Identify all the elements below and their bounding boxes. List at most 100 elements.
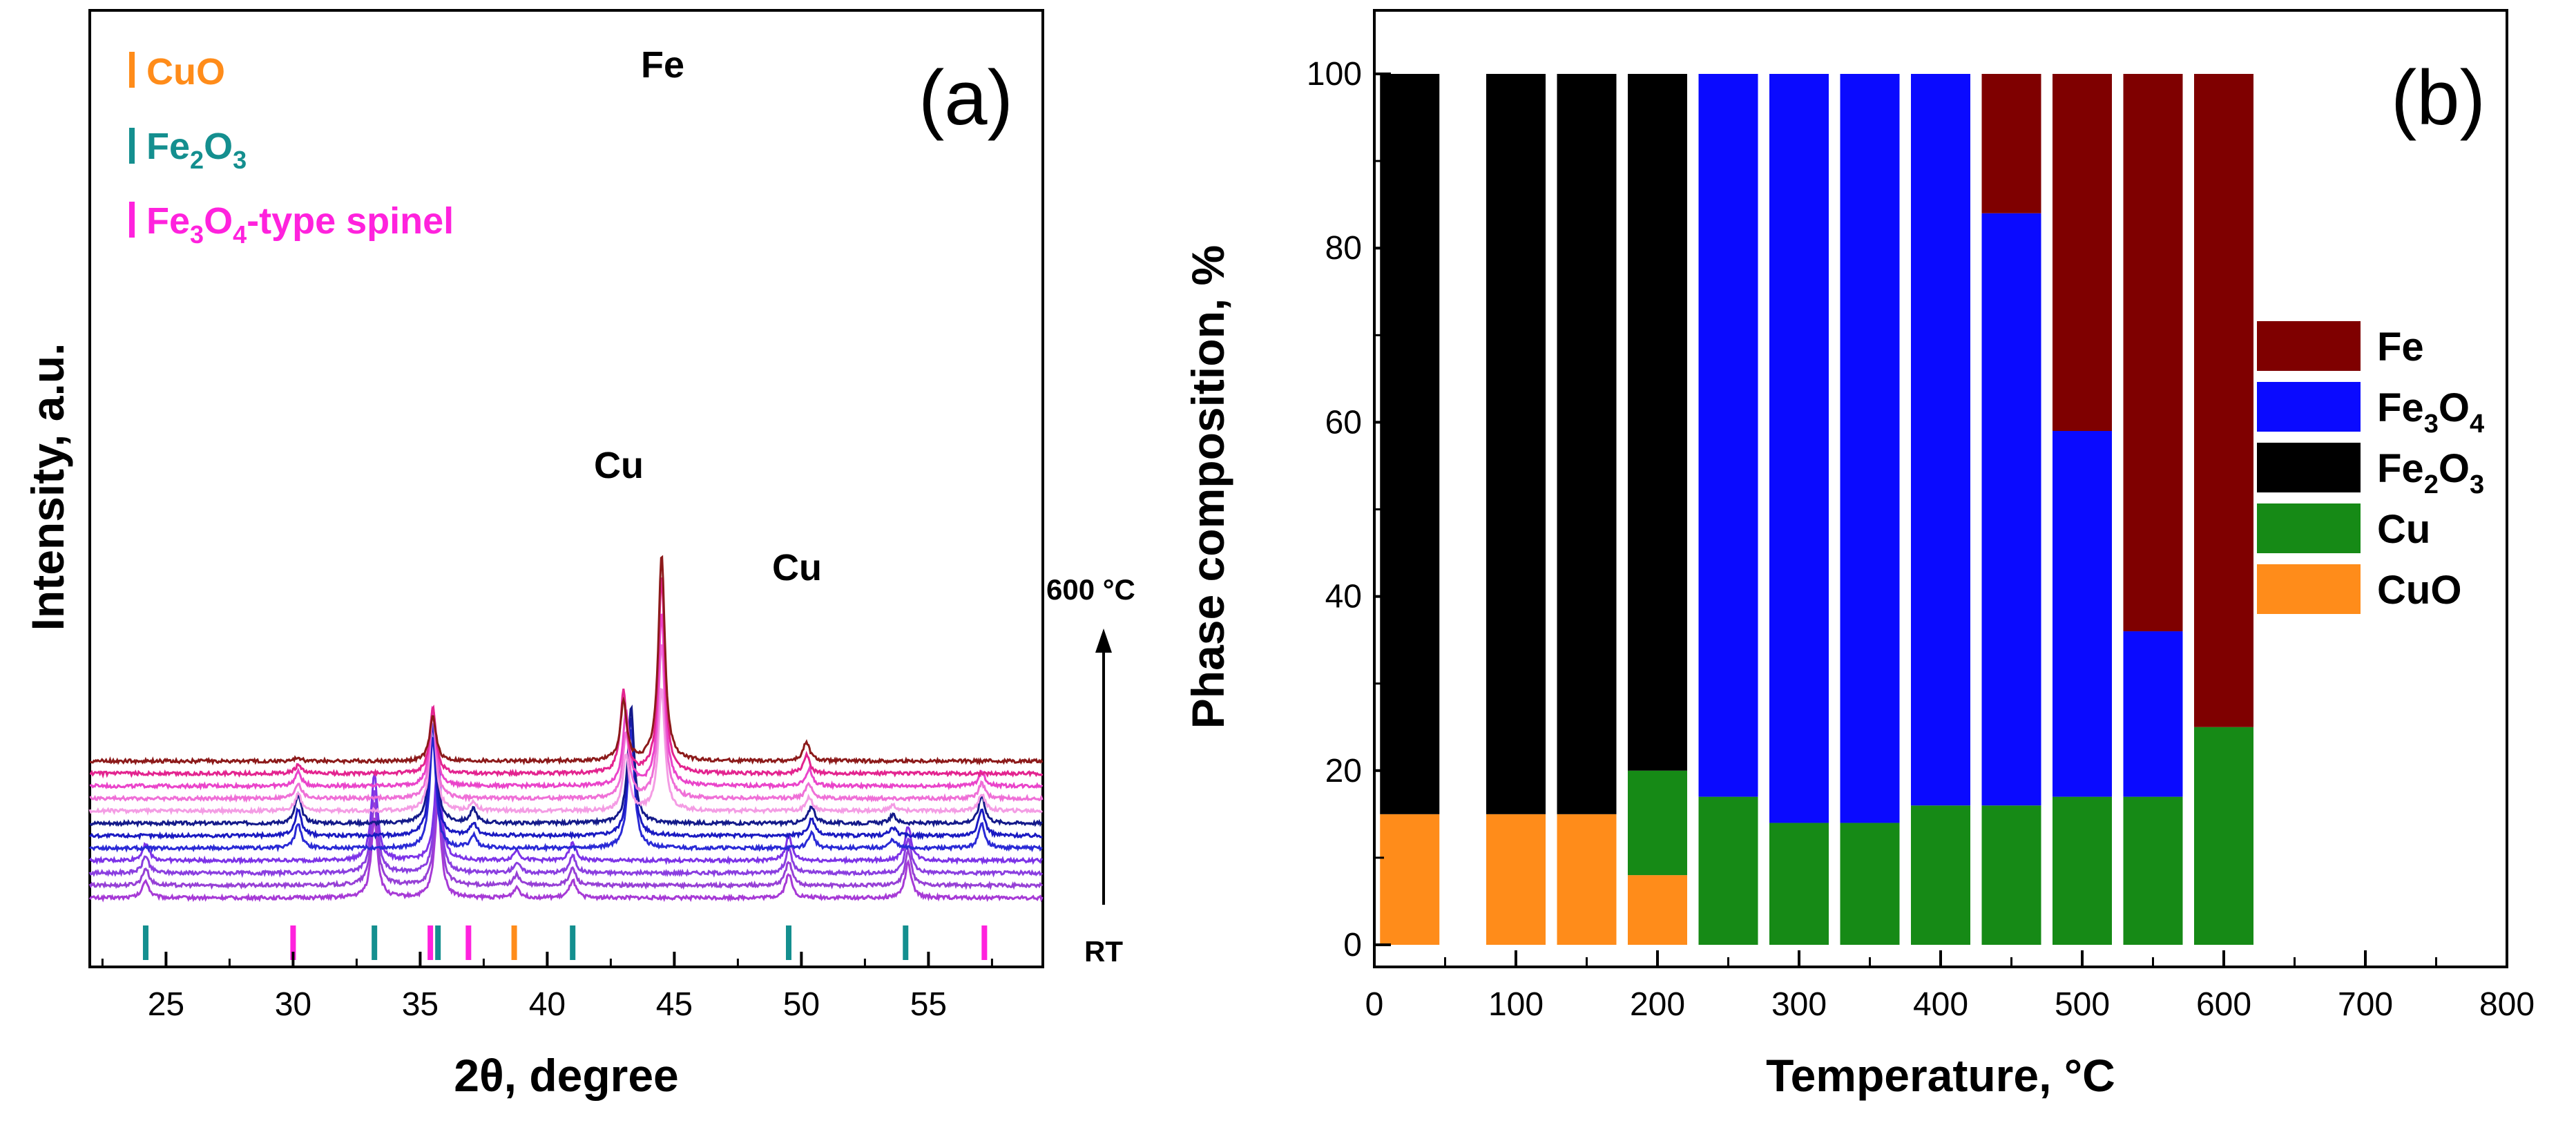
legend-label-fe2o3-bar: Fe2O3 [2377,446,2484,499]
legend-swatch-cuo-bar [2257,564,2361,614]
ref-line-fe2o3-24-2 [142,925,148,960]
bar-fe3o4-550 [2123,631,2183,797]
ref-line-fe2o3-35-7 [435,925,441,960]
x-tick-label-400: 400 [1913,986,1968,1023]
stacked-bars [1380,74,2253,945]
pattern-9 [89,644,1044,803]
x-tick-label-55: 55 [910,986,947,1023]
pattern-2 [88,783,1044,891]
legend-label-cu: Cu [2377,507,2430,552]
x-tick-label-600: 600 [2196,986,2251,1023]
annotation-cu-50: Cu [772,547,822,588]
y-tick-label-20: 20 [1325,753,1362,789]
ref-line-cuo-38-7 [511,925,517,960]
bar-cuo-200 [1628,875,1687,945]
pattern-6 [89,717,1043,841]
bar-cu-550 [2123,796,2183,945]
bar-fe-500 [2053,74,2112,432]
x-tick-label-50: 50 [783,986,820,1023]
ref-line-fe2o3-54-1 [903,925,909,960]
legend-swatch-fe2o3-bar [2257,443,2361,492]
bar-cu-200 [1628,770,1687,876]
bar-fe3o4-350 [1840,74,1900,823]
pattern-4 [88,756,1043,865]
bar-fe3o4-500 [2053,431,2112,797]
bar-fe-550 [2123,74,2183,632]
panel-a-frame [88,9,1044,968]
bar-fe3o4-300 [1769,74,1829,823]
y-tick-label-40: 40 [1325,579,1362,615]
ref-line-fe3o4-30 [290,925,296,960]
temperature-label-600: 600 °C [1046,573,1135,606]
panel-b-x-axis-label: Temperature, °C [1766,1050,2115,1101]
bar-cu-450 [1981,805,2041,945]
ref-line-fe2o3-41 [570,925,576,960]
pattern-5 [88,728,1043,853]
y-tick-label-80: 80 [1325,230,1362,267]
ref-line-fe3o4-57-2 [981,925,988,960]
bar-cu-250 [1698,796,1758,945]
x-tick-label-100: 100 [1488,986,1544,1023]
legend-swatch-fe [2257,321,2361,371]
bar-fe3o4-450 [1981,213,2041,806]
legend-label-fe3o4: Fe3O4-type spinel [146,200,454,249]
legend-swatch-cuo [129,52,135,88]
legend-label-fe: Fe [2377,325,2424,369]
legend-label-cuo: CuO [146,51,225,93]
bar-fe-600 [2194,74,2253,727]
x-tick-label-40: 40 [529,986,566,1023]
ref-line-fe2o3-49-5 [786,925,791,960]
bar-fe2o3-200 [1628,74,1687,771]
legend-label-cuo-bar: CuO [2377,568,2461,613]
pattern-3 [88,768,1044,879]
legend-swatch-cu [2257,503,2361,553]
panel-a-x-ticks: 25 30 35 40 45 50 55 [101,952,993,1023]
panel-b-y-axis-label: Phase composition, % [1182,245,1233,729]
x-tick-label-0: 0 [1365,986,1384,1023]
pattern-10 [89,613,1044,791]
bar-fe-450 [1981,74,2041,213]
bar-cuo-150 [1557,814,1617,945]
temperature-label-rt: RT [1084,935,1123,968]
bar-cuo-25 [1380,814,1440,945]
panel-label-b: (b) [2391,55,2486,141]
bar-fe3o4-400 [1911,74,1970,806]
bar-cu-400 [1911,805,1970,945]
ref-line-fe2o3-33-2 [372,925,378,960]
x-tick-label-800: 800 [2479,986,2535,1023]
panel-label-a: (a) [919,55,1013,141]
bar-cu-500 [2053,796,2112,945]
legend-swatch-fe2o3 [129,128,135,164]
bar-cu-350 [1840,823,1900,945]
y-tick-label-60: 60 [1325,404,1362,441]
xrd-pattern-series [88,555,1044,903]
bar-fe3o4-250 [1698,74,1758,797]
x-tick-label-300: 300 [1771,986,1827,1023]
bar-cuo-100 [1486,814,1546,945]
pattern-1 [88,798,1044,903]
bar-cu-600 [2194,727,2253,945]
panel-a-y-axis-label: Intensity, a.u. [22,343,73,631]
ref-line-fe3o4-35-4 [427,925,434,960]
annotation-fe: Fe [641,44,684,86]
pattern-7 [89,704,1043,828]
pattern-11 [89,577,1044,779]
x-tick-label-25: 25 [148,986,184,1023]
bar-fe2o3-150 [1557,74,1617,814]
panel-b-ticks: 0 20 40 60 80 100 0 100 200 300 400 500 600 700 800 [1307,56,2535,1023]
x-tick-label-200: 200 [1630,986,1685,1023]
panel-a-xrd-patterns: 25 30 35 40 45 50 55 CuO Fe2O3 Fe3O4-type spin… [22,9,1135,1101]
panel-a-legend: CuO Fe2O3 Fe3O4-type spinel [129,51,454,249]
bar-cu-300 [1769,823,1829,945]
pattern-8 [88,688,1043,816]
y-tick-label-0: 0 [1343,927,1362,963]
temperature-arrow [1095,628,1112,905]
ref-line-fe3o4-36-9 [465,925,472,960]
legend-label-fe2o3: Fe2O3 [146,126,247,174]
y-tick-label-100: 100 [1307,56,1362,93]
bar-fe2o3-25 [1380,74,1440,814]
reference-markers [142,925,988,960]
annotation-cu-43: Cu [594,445,644,486]
bar-fe2o3-100 [1486,74,1546,814]
